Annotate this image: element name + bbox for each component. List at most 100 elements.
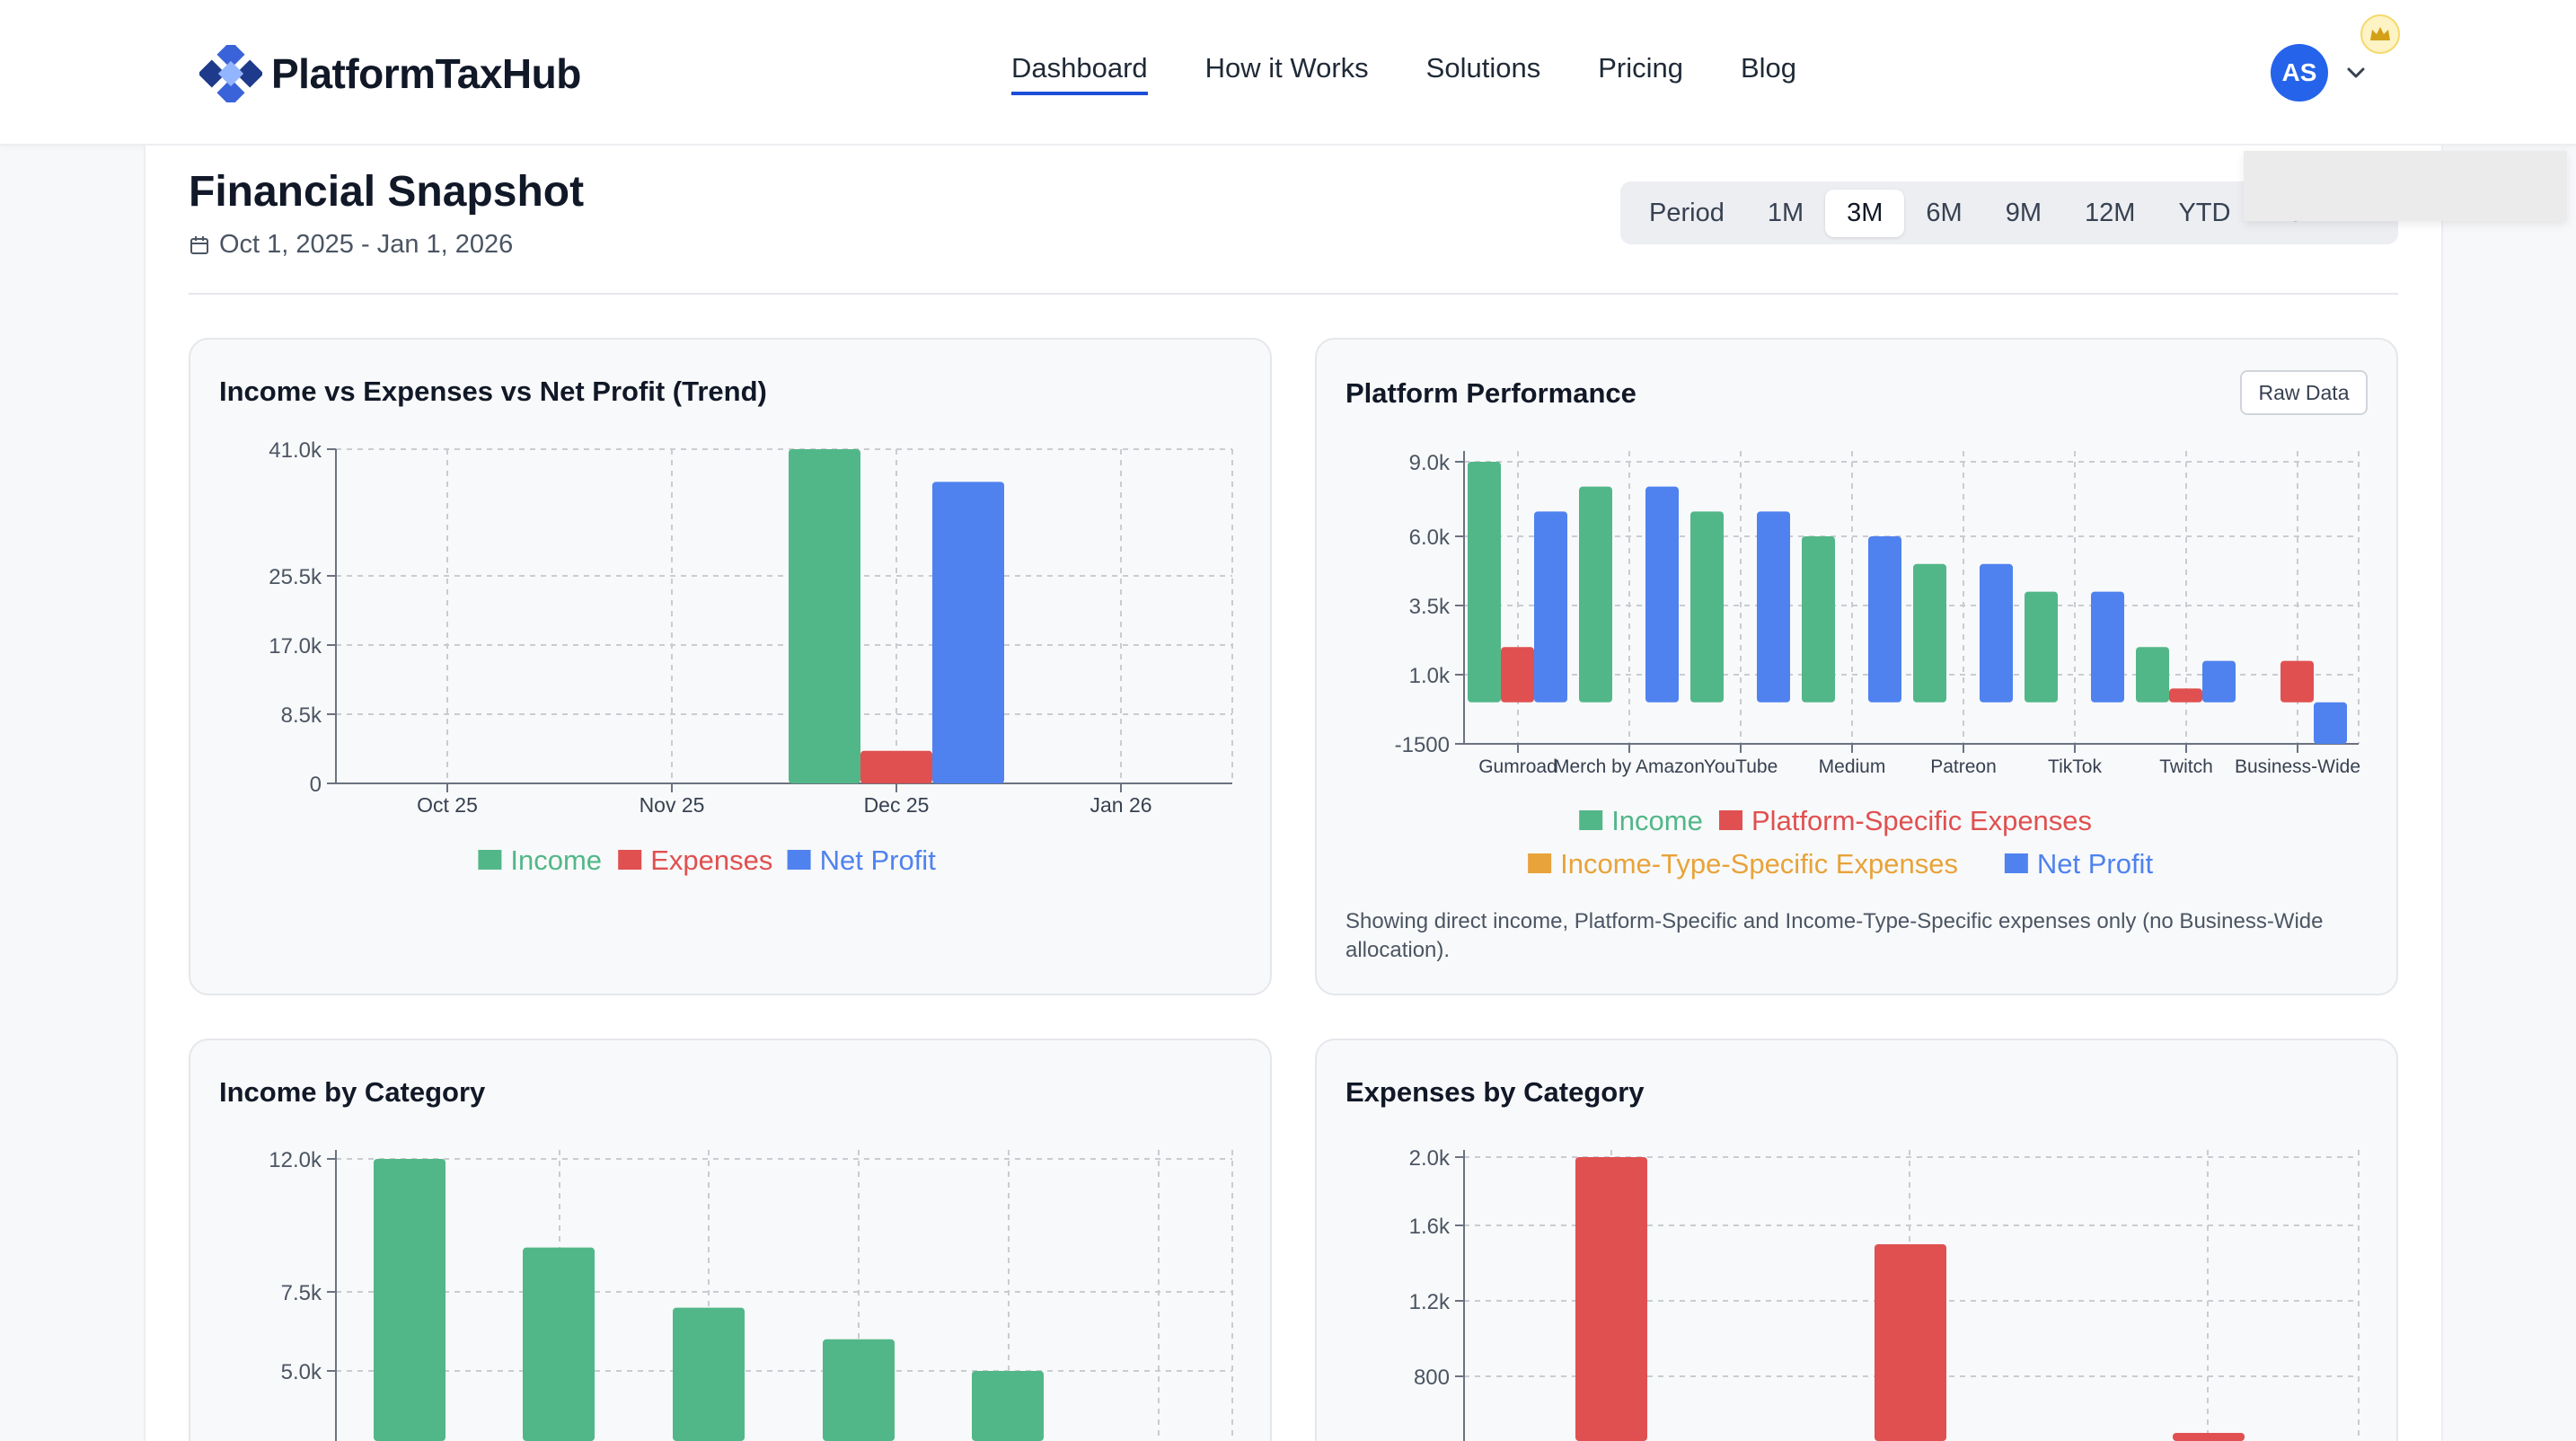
logo-diamond-icon xyxy=(198,40,264,107)
expense-cat-bar xyxy=(1575,1157,1647,1441)
trend-legend-swatch xyxy=(787,850,811,870)
platform-ytick-label: 9.0k xyxy=(1409,451,1451,475)
trend-xtick-label: Oct 25 xyxy=(417,793,478,817)
platform-net-profit-bar xyxy=(1980,563,2013,703)
income-cat-bar xyxy=(823,1339,895,1441)
trend-expenses-bar xyxy=(860,750,932,783)
platform-income-bar xyxy=(2025,591,2058,703)
trend-xtick-label: Jan 26 xyxy=(1090,793,1151,817)
platform-net-profit-bar xyxy=(1534,511,1567,703)
period-option-6m[interactable]: 6M xyxy=(1926,198,1963,227)
nav-blog[interactable]: Blog xyxy=(1740,52,1797,84)
period-option-3m[interactable]: 3M xyxy=(1825,189,1905,237)
platform-xtick-label: Medium xyxy=(1819,756,1886,777)
trend-ytick-label: 17.0k xyxy=(269,634,322,659)
platform-legend-label: Income xyxy=(1611,805,1703,836)
main-nav: Dashboard How it Works Solutions Pricing… xyxy=(1011,52,1796,95)
period-option-1m[interactable]: 1M xyxy=(1767,198,1804,227)
platform-xtick-label: YouTube xyxy=(1704,756,1778,777)
expense-cat-ytick-label: 800 xyxy=(1414,1366,1450,1390)
crown-icon xyxy=(2360,14,2400,54)
platform-income-bar xyxy=(2136,647,2169,703)
income-category-title: Income by Category xyxy=(219,1076,486,1108)
trend-ytick-label: 8.5k xyxy=(281,703,322,728)
platform-platform-expenses-bar xyxy=(2280,660,2314,703)
nav-how-it-works[interactable]: How it Works xyxy=(1204,52,1369,84)
platform-ytick-label: -1500 xyxy=(1395,733,1450,757)
platform-xtick-label: Twitch xyxy=(2159,756,2213,777)
nav-dashboard[interactable]: Dashboard xyxy=(1011,52,1148,95)
brand-logo[interactable]: PlatformTaxHub xyxy=(198,40,581,107)
expense-cat-ytick-label: 1.6k xyxy=(1409,1215,1451,1239)
expense-cat-ytick-label: 1.2k xyxy=(1409,1290,1451,1314)
income-cat-ytick-label: 5.0k xyxy=(281,1360,322,1384)
platform-income-bar xyxy=(1802,536,1835,703)
user-avatar[interactable]: AS xyxy=(2271,44,2328,102)
expense-category-card xyxy=(1315,1039,2398,1441)
period-option-9m[interactable]: 9M xyxy=(2005,198,2042,227)
expense-cat-ytick-label: 2.0k xyxy=(1409,1146,1451,1171)
trend-card-title: Income vs Expenses vs Net Profit (Trend) xyxy=(219,376,767,407)
period-option-12m[interactable]: 12M xyxy=(2085,198,2136,227)
trend-legend-swatch xyxy=(478,850,502,870)
platform-note: Showing direct income, Platform-Specific… xyxy=(1345,909,2324,962)
platform-ytick-label: 3.5k xyxy=(1409,595,1451,619)
chevron-down-icon[interactable] xyxy=(2342,59,2369,86)
platform-income-bar xyxy=(1913,563,1946,703)
trend-legend-label: Income xyxy=(510,844,602,876)
trend-xtick-label: Dec 25 xyxy=(864,793,930,817)
platform-income-bar xyxy=(1690,511,1724,703)
platform-legend-label: Platform-Specific Expenses xyxy=(1751,805,2092,836)
nav-solutions[interactable]: Solutions xyxy=(1425,52,1541,84)
period-label: Period xyxy=(1649,198,1725,227)
header-divider xyxy=(189,293,2398,295)
period-option-ytd[interactable]: YTD xyxy=(2178,198,2231,227)
expense-cat-bar xyxy=(2173,1433,2245,1441)
platform-xtick-label: Patreon xyxy=(1930,756,1997,777)
platform-income-bar xyxy=(1468,462,1501,703)
income-cat-bar xyxy=(523,1247,595,1441)
platform-xtick-label: TikTok xyxy=(2048,756,2102,777)
income-cat-bar xyxy=(972,1371,1044,1441)
trend-net-profit-bar xyxy=(932,482,1004,783)
brand-name: PlatformTaxHub xyxy=(271,50,581,97)
top-navigation-bar xyxy=(0,0,2576,146)
platform-ytick-label: 1.0k xyxy=(1409,664,1451,688)
expense-cat-bar xyxy=(1875,1244,1946,1441)
expense-category-title: Expenses by Category xyxy=(1345,1076,1645,1108)
platform-legend-swatch xyxy=(1528,853,1552,873)
page-title: Financial Snapshot xyxy=(189,168,585,216)
platform-xtick-label: Merch by Amazon xyxy=(1554,756,1705,777)
raw-data-button[interactable]: Raw Data xyxy=(2240,370,2368,415)
calendar-icon xyxy=(190,235,208,254)
platform-card-title: Platform Performance xyxy=(1345,377,1636,409)
platform-xtick-label: Gumroad xyxy=(1478,756,1557,777)
income-cat-ytick-label: 12.0k xyxy=(269,1148,322,1172)
trend-income-bar xyxy=(789,449,860,783)
date-range: Oct 1, 2025 - Jan 1, 2026 xyxy=(189,230,513,260)
date-range-text: Oct 1, 2025 - Jan 1, 2026 xyxy=(219,230,514,259)
trend-card xyxy=(189,338,1272,995)
platform-legend-swatch xyxy=(1579,810,1603,830)
trend-legend-swatch xyxy=(618,850,642,870)
platform-ytick-label: 6.0k xyxy=(1409,526,1451,550)
trend-ytick-label: 25.5k xyxy=(269,565,322,589)
platform-net-profit-bar xyxy=(1868,536,1901,703)
income-cat-bar xyxy=(673,1307,745,1441)
income-cat-bar xyxy=(374,1159,446,1441)
nav-pricing[interactable]: Pricing xyxy=(1598,52,1683,84)
platform-legend-label: Income-Type-Specific Expenses xyxy=(1560,848,1958,880)
dropdown-overlay xyxy=(2244,151,2567,221)
platform-platform-expenses-bar xyxy=(1501,647,1534,703)
platform-net-profit-bar xyxy=(2091,591,2124,703)
platform-income-bar xyxy=(1579,486,1612,703)
platform-legend-label: Net Profit xyxy=(2037,848,2154,880)
platform-legend-swatch xyxy=(2004,853,2028,873)
trend-xtick-label: Nov 25 xyxy=(640,793,705,817)
income-cat-ytick-label: 7.5k xyxy=(281,1281,322,1305)
platform-legend-swatch xyxy=(1719,810,1742,830)
platform-net-profit-bar xyxy=(2202,660,2236,703)
platform-net-profit-bar xyxy=(1757,511,1790,703)
platform-net-profit-bar xyxy=(1645,486,1679,703)
trend-legend-label: Expenses xyxy=(650,844,772,876)
